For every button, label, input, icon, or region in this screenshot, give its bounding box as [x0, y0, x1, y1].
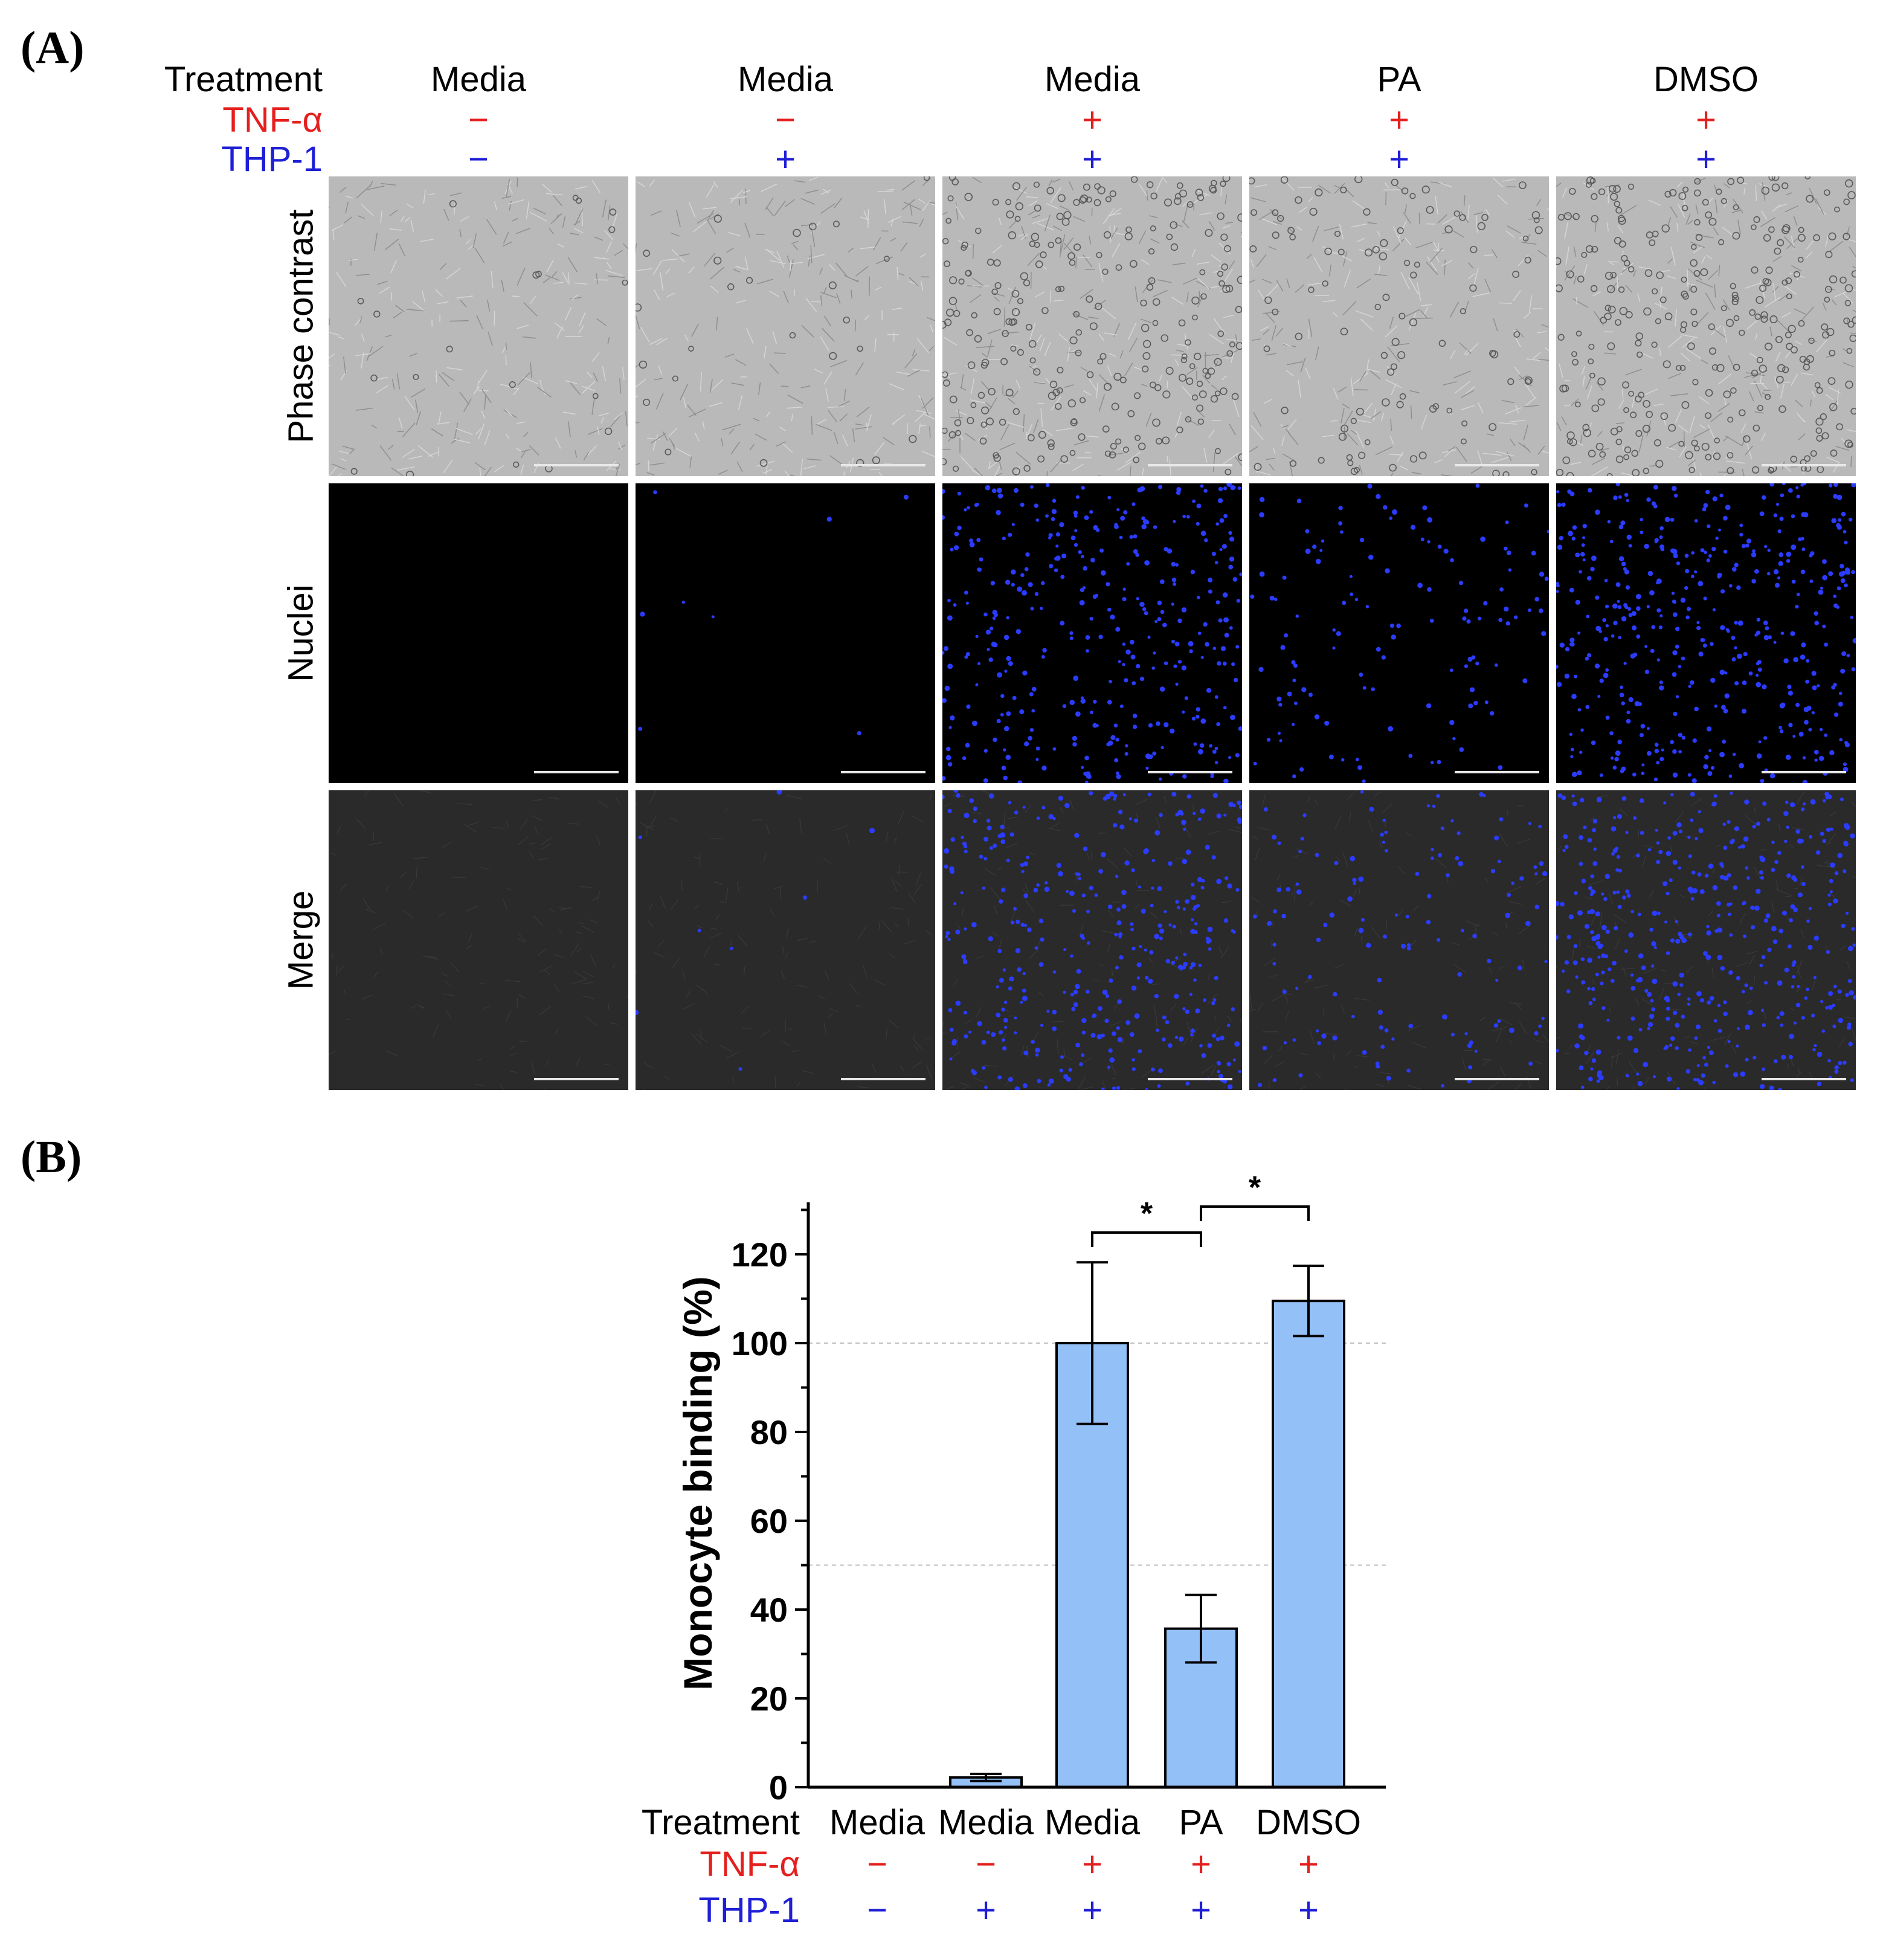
- panel-a-letter: (A): [21, 22, 85, 73]
- panel-a-col1-tnf: −: [468, 100, 489, 140]
- y-tick-label: 20: [750, 1680, 788, 1718]
- phase-image-col4: [1249, 176, 1549, 476]
- nuclei-image-col1: [329, 483, 628, 783]
- scale-bar: [1762, 464, 1846, 466]
- y-tick-label: 40: [750, 1591, 788, 1629]
- nuclei-image-col4: [1249, 483, 1549, 783]
- panel-a-col2-treatment: Media: [738, 60, 833, 99]
- panel-a-col5-treatment: DMSO: [1653, 60, 1759, 99]
- phase-image-col1: [329, 176, 628, 476]
- panel-a-col3-thp: +: [1082, 140, 1102, 179]
- significance-label-1: *: [1141, 1196, 1153, 1231]
- merge-image-col4: [1249, 790, 1549, 1090]
- phase-image-col5: [1556, 176, 1856, 476]
- nuclei-image-col2: [636, 483, 935, 783]
- panel-a-col2-thp: +: [775, 140, 796, 179]
- scale-bar: [534, 464, 619, 466]
- panel-b-col2-tnf: −: [976, 1845, 996, 1884]
- panel-b-col4-tnf: +: [1191, 1845, 1211, 1884]
- scale-bar: [1148, 464, 1232, 466]
- scale-bar: [1762, 771, 1846, 773]
- scale-bar: [534, 1078, 619, 1080]
- y-tick-label: 100: [732, 1324, 788, 1362]
- panel-a-col5-tnf: +: [1696, 100, 1716, 140]
- nuclei-image-col3: [942, 483, 1242, 783]
- panel-b-col1-thp: −: [867, 1891, 887, 1930]
- scale-bar: [1455, 771, 1539, 773]
- panel-b-col3-thp: +: [1082, 1891, 1102, 1930]
- panel-b-treatment-header: Treatment: [641, 1803, 800, 1842]
- panel-a-col1-treatment: Media: [431, 60, 526, 99]
- panel-a-thp-header: THP-1: [221, 140, 323, 179]
- significance-label-2: *: [1249, 1170, 1261, 1205]
- phase-image-col2: [636, 176, 935, 476]
- significance-bracket-1: [1091, 1231, 1202, 1247]
- panel-b-col5-tnf: +: [1298, 1845, 1319, 1884]
- panel-b-thp-header: THP-1: [698, 1891, 800, 1930]
- scale-bar: [1455, 1078, 1539, 1080]
- panel-a-tnf-header: TNF-α: [222, 100, 323, 140]
- y-tick-label: 120: [732, 1236, 788, 1274]
- merge-image-col5: [1556, 790, 1856, 1090]
- scale-bar: [841, 1078, 925, 1080]
- panel-b-col1-treatment: Media: [829, 1803, 925, 1842]
- panel-b-col3-treatment: Media: [1045, 1803, 1140, 1842]
- panel-a-col4-treatment: PA: [1377, 60, 1421, 99]
- panel-a-col2-tnf: −: [775, 100, 796, 140]
- panel-a-col3-tnf: +: [1082, 100, 1102, 140]
- phase-image-col3: [942, 176, 1242, 476]
- panel-b-letter: (B): [21, 1132, 82, 1182]
- scale-bar: [841, 464, 925, 466]
- panel-b-col5-thp: +: [1298, 1891, 1319, 1930]
- y-tick-label: 0: [769, 1768, 788, 1807]
- panel-b-col2-thp: +: [976, 1891, 996, 1930]
- y-tick-label: 80: [750, 1413, 788, 1451]
- panel-a-col4-thp: +: [1389, 140, 1409, 179]
- panel-b-col3-tnf: +: [1082, 1845, 1102, 1884]
- panel-a-treatment-header: Treatment: [164, 60, 323, 99]
- y-tick-label: 60: [750, 1502, 788, 1540]
- panel-a-col4-tnf: +: [1389, 100, 1409, 140]
- scale-bar: [1148, 771, 1232, 773]
- panel-a-col5-thp: +: [1696, 140, 1716, 179]
- nuclei-image-col5: [1556, 483, 1856, 783]
- panel-b-col1-tnf: −: [867, 1845, 887, 1884]
- scale-bar: [1148, 1078, 1232, 1080]
- merge-image-col1: [329, 790, 628, 1090]
- panel-b-col4-treatment: PA: [1179, 1803, 1223, 1842]
- panel-a-col1-thp: −: [468, 140, 489, 179]
- panel-b-col4-thp: +: [1191, 1891, 1211, 1930]
- panel-b-col5-treatment: DMSO: [1256, 1803, 1361, 1842]
- scale-bar: [841, 771, 925, 773]
- scale-bar: [1455, 464, 1539, 466]
- bar-5: [1272, 1300, 1345, 1789]
- significance-bracket-2: [1200, 1205, 1310, 1221]
- merge-image-col3: [942, 790, 1242, 1090]
- panel-b-tnf-header: TNF-α: [700, 1845, 800, 1884]
- merge-image-col2: [636, 790, 935, 1090]
- scale-bar: [1762, 1078, 1846, 1080]
- y-axis-title: Monocyte binding (%): [675, 1276, 720, 1691]
- panel-a-col3-treatment: Media: [1045, 60, 1140, 99]
- scale-bar: [534, 771, 619, 773]
- panel-b-col2-treatment: Media: [938, 1803, 1034, 1842]
